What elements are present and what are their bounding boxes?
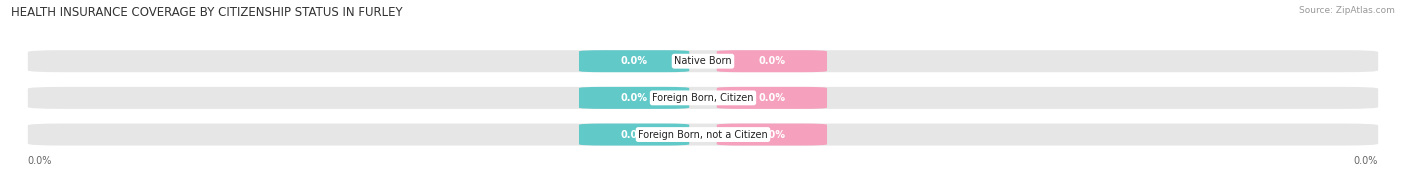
Legend: With Coverage, Without Coverage: With Coverage, Without Coverage — [602, 193, 804, 196]
Text: 0.0%: 0.0% — [1354, 156, 1378, 166]
Text: Foreign Born, Citizen: Foreign Born, Citizen — [652, 93, 754, 103]
Text: 0.0%: 0.0% — [758, 130, 786, 140]
FancyBboxPatch shape — [579, 87, 689, 109]
Text: HEALTH INSURANCE COVERAGE BY CITIZENSHIP STATUS IN FURLEY: HEALTH INSURANCE COVERAGE BY CITIZENSHIP… — [11, 6, 404, 19]
Text: 0.0%: 0.0% — [620, 130, 648, 140]
Text: 0.0%: 0.0% — [758, 56, 786, 66]
Text: 0.0%: 0.0% — [620, 93, 648, 103]
FancyBboxPatch shape — [28, 87, 1378, 109]
FancyBboxPatch shape — [579, 50, 689, 72]
FancyBboxPatch shape — [579, 123, 689, 146]
FancyBboxPatch shape — [28, 50, 1378, 72]
FancyBboxPatch shape — [717, 123, 827, 146]
Text: Foreign Born, not a Citizen: Foreign Born, not a Citizen — [638, 130, 768, 140]
Text: Native Born: Native Born — [675, 56, 731, 66]
FancyBboxPatch shape — [717, 87, 827, 109]
Text: 0.0%: 0.0% — [620, 56, 648, 66]
FancyBboxPatch shape — [28, 123, 1378, 146]
Text: 0.0%: 0.0% — [758, 93, 786, 103]
Text: Source: ZipAtlas.com: Source: ZipAtlas.com — [1299, 6, 1395, 15]
FancyBboxPatch shape — [717, 50, 827, 72]
Text: 0.0%: 0.0% — [28, 156, 52, 166]
